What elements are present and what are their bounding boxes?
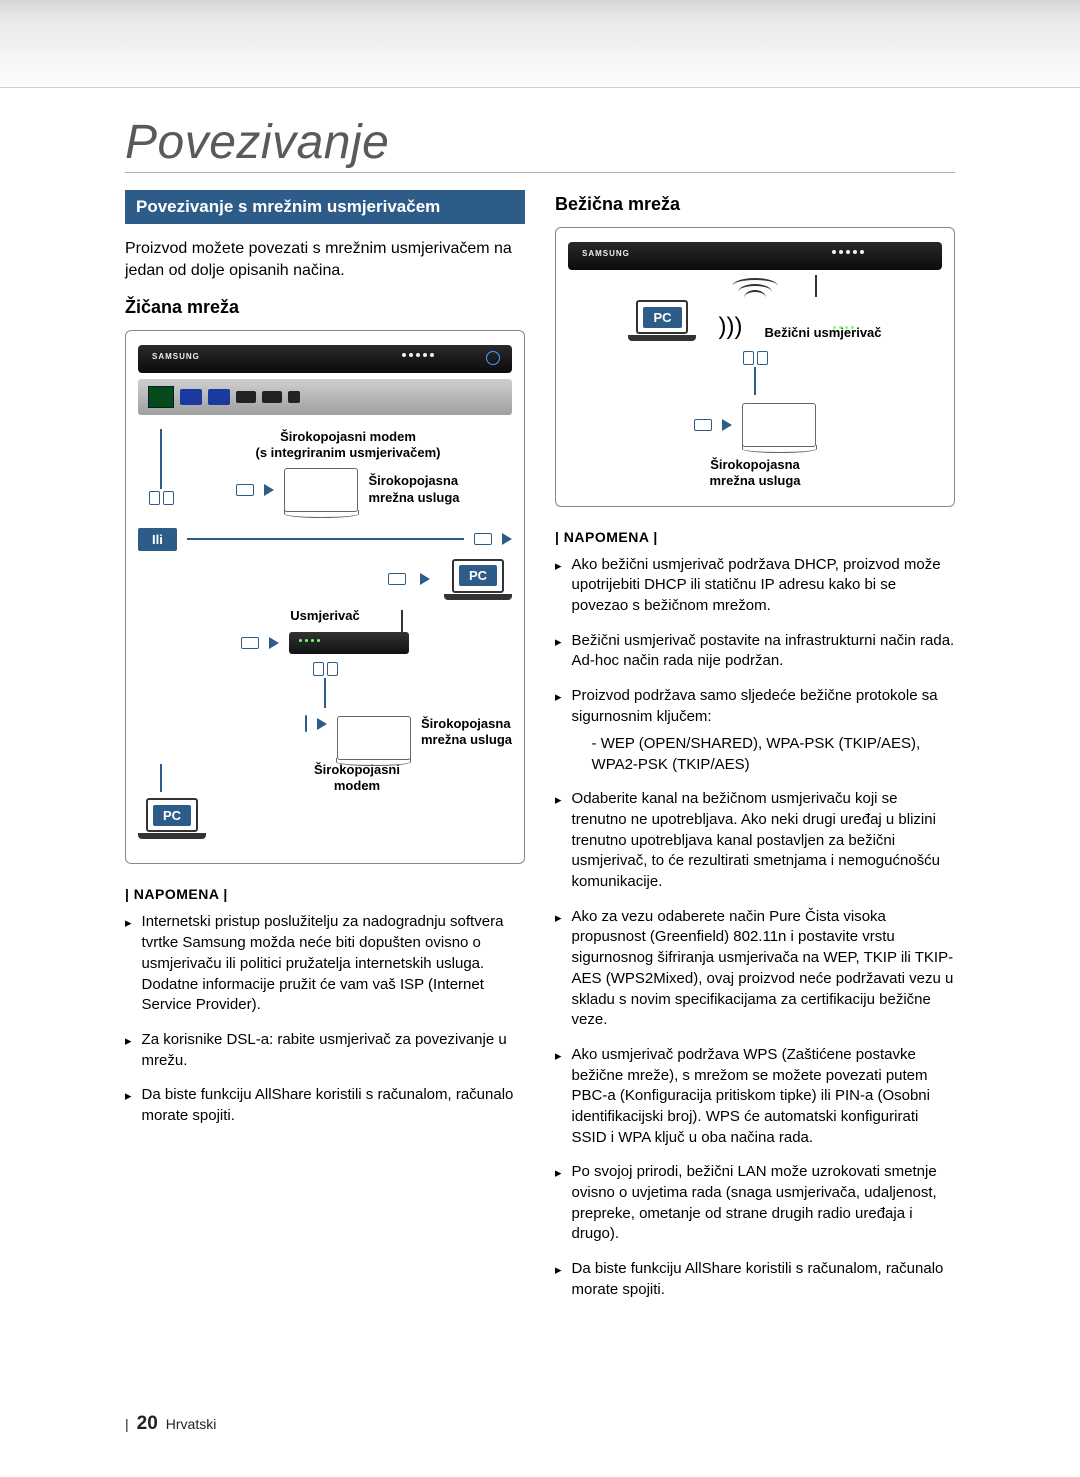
- note-item: Internetski pristup poslužitelju za nado…: [142, 912, 525, 1015]
- signal-icon: ))): [718, 313, 742, 341]
- wifi-icon: [568, 278, 942, 296]
- note-item: Proizvod podržava samo sljedeće bežične …: [572, 687, 938, 725]
- note-item: Bežični usmjerivač postavite na infrastr…: [572, 631, 955, 672]
- plug-icon: [388, 573, 406, 585]
- laptop-icon: PC: [444, 559, 512, 600]
- service-label-2b: mrežna usluga: [421, 732, 512, 748]
- left-column: Povezivanje s mrežnim usmjerivačem Proiz…: [125, 190, 525, 1314]
- service-label-2: mrežna usluga: [368, 490, 459, 506]
- port-icon: [288, 391, 300, 403]
- port-icon: [262, 391, 282, 403]
- modem-icon: [337, 716, 411, 760]
- note-item: Ako za vezu odaberete način Pure Čista v…: [572, 907, 955, 1031]
- footer: | 20 Hrvatski: [125, 1413, 216, 1435]
- wired-diagram: SAMSUNG Širokopojasni modem (s: [125, 330, 525, 864]
- service-label-w1: Širokopojasna: [568, 457, 942, 473]
- port-icon: [236, 391, 256, 403]
- note-item: Odaberite kanal na bežičnom usmjerivaču …: [572, 789, 955, 892]
- lan-port-icon: [148, 386, 174, 408]
- note-item: Da biste funkciju AllShare koristili s r…: [572, 1259, 955, 1300]
- service-label-1b: Širokopojasna: [421, 716, 512, 732]
- notes-right: Ako bežični usmjerivač podržava DHCP, pr…: [555, 555, 955, 1301]
- note-item: Po svojoj prirodi, bežični LAN može uzro…: [572, 1162, 955, 1245]
- footer-bar: |: [125, 1416, 129, 1432]
- arrow-icon: [420, 573, 430, 585]
- wireless-heading: Bežična mreža: [555, 194, 955, 215]
- modem-integrated-label-1: Širokopojasni modem: [184, 429, 512, 445]
- content-columns: Povezivanje s mrežnim usmjerivačem Proiz…: [125, 190, 955, 1314]
- service-label-w2: mrežna usluga: [568, 473, 942, 489]
- laptop-icon: PC: [138, 798, 206, 839]
- router-icon: [289, 632, 409, 654]
- note-heading-right: | NAPOMENA |: [555, 529, 955, 545]
- pc-label: PC: [459, 565, 497, 586]
- plug-icon: [305, 715, 307, 732]
- plug-icon: [474, 533, 492, 545]
- notes-left: Internetski pristup poslužitelju za nado…: [125, 912, 525, 1126]
- port-icon: [208, 389, 230, 405]
- intro-text: Proizvod možete povezati s mrežnim usmje…: [125, 238, 525, 281]
- arrow-icon: [502, 533, 512, 545]
- router-label: Usmjerivač: [138, 608, 512, 624]
- page-number: 20: [137, 1413, 158, 1435]
- right-column: Bežična mreža SAMSUNG PC ))) Bežični u: [555, 190, 955, 1314]
- note-heading-left: | NAPOMENA |: [125, 886, 525, 902]
- page-title: Povezivanje: [125, 115, 389, 170]
- service-label-1: Širokopojasna: [368, 473, 459, 489]
- plug-icon: [241, 637, 259, 649]
- title-rule: [125, 172, 955, 173]
- wireless-router-label: Bežični usmjerivač: [764, 325, 881, 341]
- laptop-icon: PC: [628, 300, 696, 341]
- page-language: Hrvatski: [166, 1416, 217, 1432]
- header-band: [0, 0, 1080, 88]
- wired-heading: Žičana mreža: [125, 297, 525, 318]
- pc-label-b: PC: [153, 805, 191, 826]
- power-icon: [486, 351, 500, 365]
- arrow-icon: [722, 419, 732, 431]
- arrow-icon: [269, 637, 279, 649]
- modem-icon: [284, 468, 358, 512]
- product-bar: SAMSUNG: [568, 242, 942, 270]
- note-sub-item: WEP (OPEN/SHARED), WPA-PSK (TKIP/AES), W…: [592, 733, 955, 775]
- arrow-icon: [264, 484, 274, 496]
- port-icon: [180, 389, 202, 405]
- wireless-diagram: SAMSUNG PC ))) Bežični usmjerivač: [555, 227, 955, 507]
- brand-text: SAMSUNG: [152, 352, 200, 361]
- pc-label-w: PC: [643, 307, 681, 328]
- product-bar: SAMSUNG: [138, 345, 512, 373]
- note-item: Ako usmjerivač podržava WPS (Zaštićene p…: [572, 1045, 955, 1148]
- plug-icon: [236, 484, 254, 496]
- port-row: [138, 379, 512, 415]
- arrow-icon: [317, 718, 327, 730]
- plug-icon: [694, 419, 712, 431]
- section-header: Povezivanje s mrežnim usmjerivačem: [125, 190, 525, 224]
- brand-text: SAMSUNG: [582, 249, 630, 258]
- modem-icon: [742, 403, 816, 447]
- modem-label-2: modem: [202, 778, 512, 794]
- or-chip: Ili: [138, 528, 177, 551]
- modem-integrated-label-2: (s integriranim usmjerivačem): [184, 445, 512, 461]
- note-item: Za korisnike DSL-a: rabite usmjerivač za…: [142, 1030, 525, 1071]
- note-item: Ako bežični usmjerivač podržava DHCP, pr…: [572, 555, 955, 617]
- note-item: Da biste funkciju AllShare koristili s r…: [142, 1085, 525, 1126]
